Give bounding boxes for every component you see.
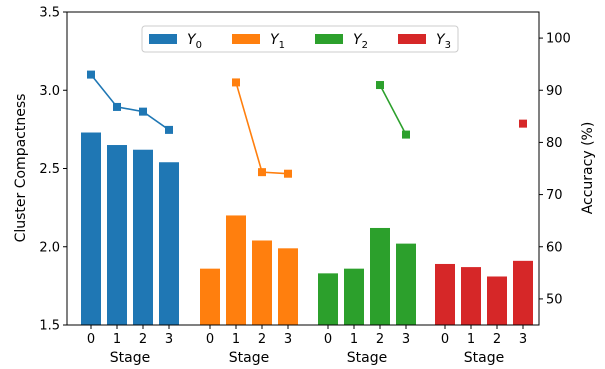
y-tick-label-left: 1.5 [39,319,60,334]
x-tick-label: 1 [232,332,240,347]
y-tick-label-left: 3.5 [39,6,60,21]
accuracy-point [258,168,266,176]
legend-swatch [398,34,426,44]
x-tick-label: 2 [493,332,501,347]
legend-label-subscript: 3 [445,40,451,51]
y-axis-label-left: Cluster Compactness [13,94,29,243]
accuracy-point [519,120,527,128]
y-tick-label-right: 80 [546,136,563,151]
legend-label-subscript: 0 [196,40,202,51]
legend-swatch [232,34,260,44]
bar [487,276,507,325]
bar [461,267,481,325]
x-tick-label: 0 [441,332,449,347]
x-axis-label: Stage [229,350,269,366]
bar [200,269,220,325]
accuracy-point [165,126,173,134]
bar [107,145,127,325]
x-tick-label: 0 [324,332,332,347]
x-tick-label: 1 [350,332,358,347]
x-axis-label: Stage [464,350,504,366]
y-tick-label-right: 90 [546,84,563,99]
y-tick-label-right: 50 [546,292,563,307]
x-tick-label: 2 [258,332,266,347]
y-tick-label-right: 100 [546,32,571,47]
x-tick-label: 1 [113,332,121,347]
x-tick-label: 3 [519,332,527,347]
y-axis-label-right: Accuracy (%) [580,122,596,215]
bar [81,133,101,325]
bar [318,273,338,325]
accuracy-point [284,170,292,178]
y-tick-label-left: 2.5 [39,162,60,177]
accuracy-point [376,81,384,89]
accuracy-point [139,108,147,116]
y-tick-label-right: 60 [546,240,563,255]
bar [226,215,246,325]
x-tick-label: 1 [467,332,475,347]
bar [252,240,272,325]
bar [278,248,298,325]
x-tick-label: 0 [87,332,95,347]
accuracy-point [402,131,410,139]
bar [133,150,153,325]
bar [435,264,455,325]
bar [344,269,364,325]
bar [396,244,416,325]
legend-swatch [149,34,177,44]
accuracy-line [380,85,406,135]
x-tick-label: 2 [376,332,384,347]
bar [159,162,179,325]
accuracy-point [87,71,95,79]
accuracy-point [113,103,121,111]
x-tick-label: 0 [206,332,214,347]
bar [513,261,533,325]
accuracy-point [232,78,240,86]
accuracy-line [236,82,288,173]
y-tick-label-left: 3.0 [39,84,60,99]
x-tick-label: 3 [165,332,173,347]
x-tick-label: 3 [284,332,292,347]
x-axis-label: Stage [347,350,387,366]
x-axis-label: Stage [110,350,150,366]
accuracy-line [91,75,169,130]
y-tick-label-right: 70 [546,188,563,203]
bar [370,228,390,325]
x-tick-label: 3 [402,332,410,347]
legend-label-subscript: 2 [362,40,368,51]
legend-label-subscript: 1 [279,40,285,51]
y-tick-label-left: 2.0 [39,240,60,255]
legend-swatch [315,34,343,44]
x-tick-label: 2 [139,332,147,347]
